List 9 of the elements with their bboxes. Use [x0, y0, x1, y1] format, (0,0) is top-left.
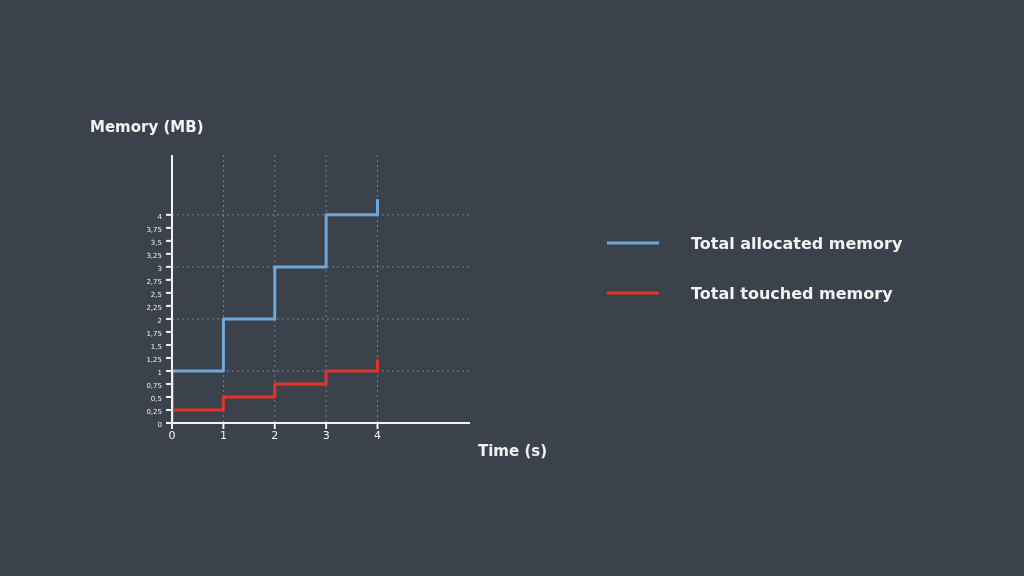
x-tick-label: 3: [322, 428, 330, 442]
x-tick-label: 2: [271, 428, 279, 442]
legend-label: Total allocated memory: [691, 233, 903, 253]
x-axis-title: Time (s): [478, 442, 548, 460]
x-tick-label: 1: [219, 428, 227, 442]
legend-label: Total touched memory: [691, 283, 893, 303]
x-tick-label: 0: [168, 428, 176, 442]
y-axis-title: Memory (MB): [90, 118, 204, 136]
x-tick-label: 4: [374, 428, 382, 442]
